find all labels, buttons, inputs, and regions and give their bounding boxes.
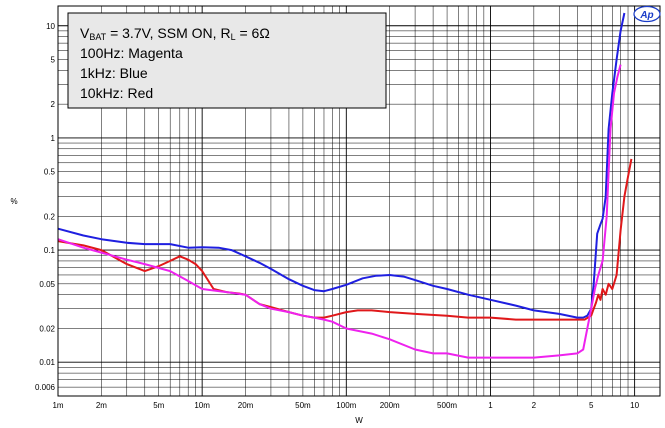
legend-line-magenta: 100Hz: Magenta bbox=[80, 45, 183, 61]
series-line-red bbox=[57, 158, 633, 321]
series-line-blue bbox=[57, 12, 626, 319]
x-tick-label: 20m bbox=[238, 401, 254, 410]
y-tick-label: 0.02 bbox=[39, 324, 55, 333]
x-tick-label: 5 bbox=[589, 401, 594, 410]
y-tick-label: 10 bbox=[46, 22, 55, 31]
y-tick-label: 0.006 bbox=[35, 383, 56, 392]
legend-line-red: 10kHz: Red bbox=[80, 85, 153, 101]
legend-line-blue: 1kHz: Blue bbox=[80, 65, 148, 81]
series-line-magenta bbox=[57, 64, 622, 359]
x-tick-label: 1m bbox=[52, 401, 63, 410]
x-tick-label: 5m bbox=[153, 401, 164, 410]
svg-text:Ap: Ap bbox=[639, 10, 653, 21]
y-tick-labels: 10 5 2 1 0.5 0.2 0.1 0.05 0.02 0.01 0.006 bbox=[35, 22, 56, 392]
series-layer bbox=[57, 12, 633, 359]
x-tick-label: 500m bbox=[437, 401, 457, 410]
x-axis-label: W bbox=[355, 416, 363, 425]
y-tick-label: 0.1 bbox=[44, 246, 56, 255]
y-tick-label: 0.2 bbox=[44, 212, 56, 221]
x-tick-label: 2m bbox=[96, 401, 107, 410]
y-tick-label: 0.01 bbox=[39, 358, 55, 367]
x-tick-label: 200m bbox=[380, 401, 400, 410]
x-tick-label: 2 bbox=[532, 401, 537, 410]
y-tick-label: 0.5 bbox=[44, 168, 56, 177]
x-tick-labels: 1m 2m 5m 10m 20m 50m 100m 200m 500m 1 2 5 10 bbox=[52, 401, 639, 410]
x-tick-label: 1 bbox=[488, 401, 493, 410]
y-tick-label: 2 bbox=[51, 100, 56, 109]
legend-conditions-line: VBAT = 3.7V, SSM ON, RL = 6Ω bbox=[80, 25, 270, 42]
x-tick-label: 10m bbox=[194, 401, 210, 410]
ap-logo: Ap bbox=[633, 5, 661, 23]
y-tick-label: 1 bbox=[51, 134, 56, 143]
x-tick-label: 50m bbox=[295, 401, 311, 410]
y-tick-label: 0.05 bbox=[39, 280, 55, 289]
plot-frame bbox=[57, 5, 661, 397]
x-tick-label: 100m bbox=[336, 401, 356, 410]
y-axis-label: % bbox=[10, 197, 17, 206]
legend-annotation-box: VBAT = 3.7V, SSM ON, RL = 6Ω 100Hz: Mage… bbox=[67, 12, 387, 109]
x-tick-label: 10 bbox=[630, 401, 639, 410]
y-tick-label: 5 bbox=[51, 56, 56, 65]
